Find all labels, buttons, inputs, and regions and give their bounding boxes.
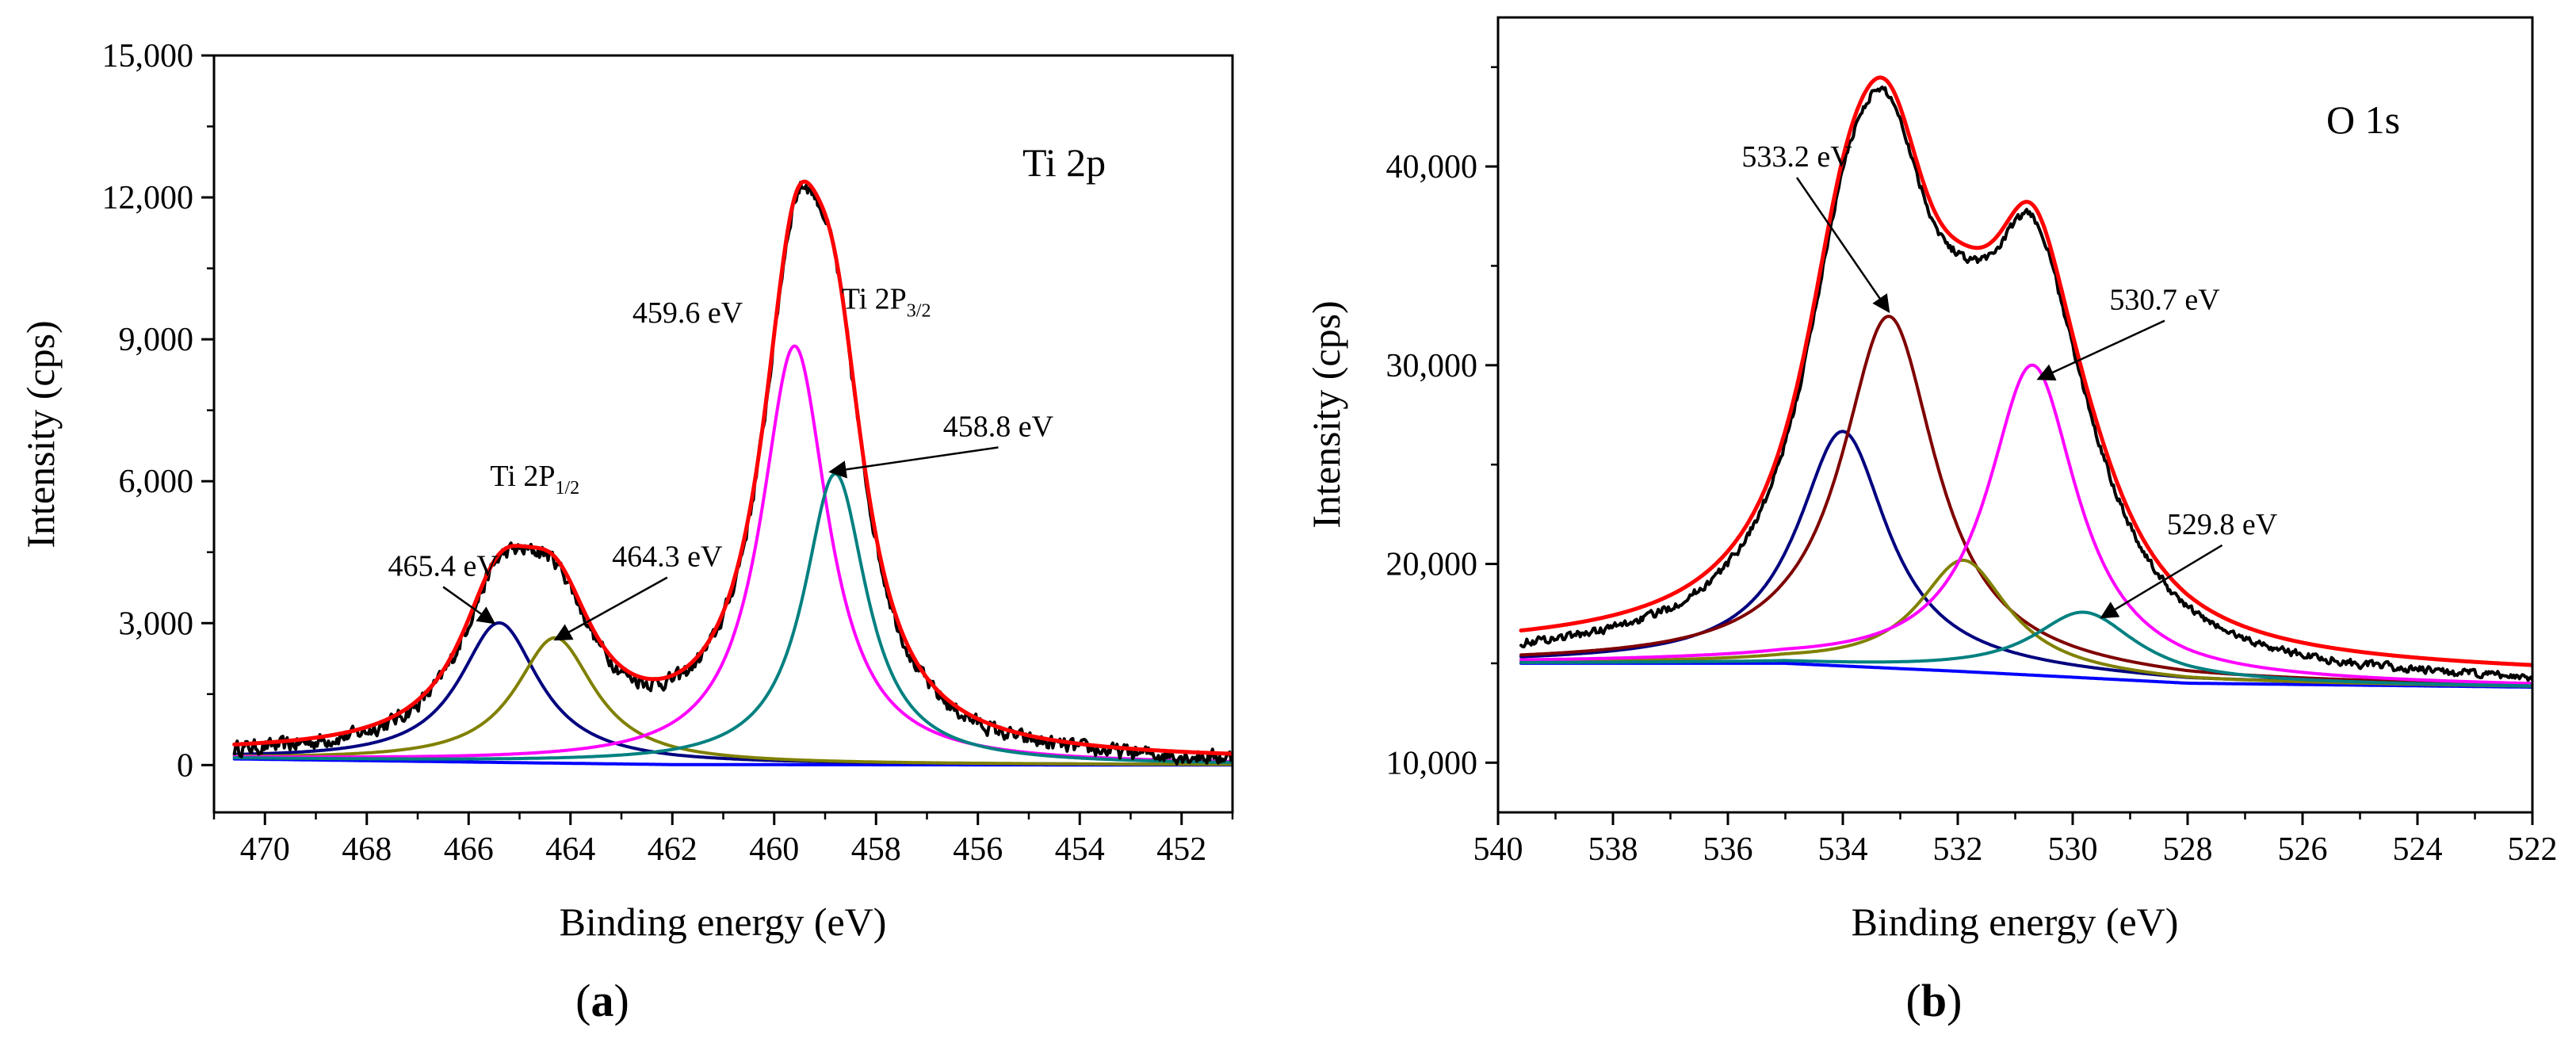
fit-envelope <box>232 179 1233 756</box>
x-tick-label: 522 <box>2508 831 2558 868</box>
annotation-arrow <box>442 586 496 625</box>
y-tick-label: 0 <box>177 747 193 784</box>
x-tick-label: 452 <box>1156 831 1206 868</box>
panel-b-plot-frame <box>1496 16 2534 814</box>
panel-a-curves <box>232 179 1233 767</box>
x-tick-label: 454 <box>1055 831 1105 868</box>
annotation-arrow <box>1795 177 1890 313</box>
x-tick-label: 466 <box>444 831 494 868</box>
x-tick-label: 468 <box>342 831 392 868</box>
panel-b-curves <box>1519 75 2532 689</box>
panel-a-plot-frame <box>212 54 1234 814</box>
peak-annotation: 458.8 eV <box>943 410 1054 443</box>
x-tick-label: 536 <box>1703 831 1753 868</box>
x-tick-label: 530 <box>2048 831 2098 868</box>
y-tick-label: 12,000 <box>102 180 194 216</box>
panel-a-x-axis: 470 468 466 464 462 460 458 456 454 452 <box>212 812 1234 868</box>
panel-b-caption: (b) <box>1906 975 1963 1026</box>
annotation-arrow <box>828 446 999 479</box>
x-tick-label: 460 <box>749 831 799 868</box>
panel-a-title: Ti 2p <box>1022 140 1106 185</box>
x-tick-label: 458 <box>851 831 901 868</box>
experimental-spectrum <box>1519 85 2532 682</box>
y-tick-label: 3,000 <box>119 606 194 642</box>
fit-component-533.2 <box>1519 315 2532 686</box>
panel-a-x-axis-label: Binding energy (eV) <box>560 900 887 944</box>
panel-b-letter: b <box>1921 975 1947 1026</box>
peak-annotation: 533.2 eV <box>1741 140 1852 174</box>
x-tick-label: 528 <box>2163 831 2213 868</box>
fit-component-529.8 <box>1519 610 2532 688</box>
x-tick-label: 470 <box>240 831 290 868</box>
chart-panel-b: 540 538 536 534 532 530 528 526 524 522 10,000 20,… <box>1304 16 2558 1026</box>
fit-component-459.6 <box>232 344 1233 763</box>
peak-annotation: 459.6 eV <box>633 296 743 330</box>
x-tick-label: 464 <box>545 831 595 868</box>
x-tick-label: 534 <box>1818 831 1868 868</box>
fit-component-534 <box>1519 430 2532 688</box>
peak-annotation: 530.7 eV <box>2109 284 2220 317</box>
chart-panel-a: 470 468 466 464 462 460 458 456 454 452 0 3,000 6,0… <box>18 38 1234 1026</box>
peak-annotation: 465.4 eV <box>388 550 499 583</box>
panel-a-letter: a <box>591 975 614 1026</box>
fit-component-530.7 <box>1519 363 2532 686</box>
peak-group-label: Ti 2P1/2 <box>490 460 579 499</box>
panel-b-x-axis: 540 538 536 534 532 530 528 526 524 522 <box>1473 812 2558 868</box>
panel-b-x-axis-label: Binding energy (eV) <box>1852 900 2179 944</box>
panel-b-annotations: 533.2 eV 530.7 eV 529.8 eV <box>1741 140 2278 619</box>
annotation-arrow <box>2100 544 2223 619</box>
panel-b-y-axis: 10,000 20,000 30,000 40,000 <box>1386 66 1498 781</box>
fit-envelope <box>1519 75 2532 667</box>
panel-a-annotations: 465.4 eV 464.3 eV 459.6 eV 458.8 eV Ti 2P1/2… <box>388 282 1054 641</box>
panel-a-y-axis-label: Intensity (cps) <box>18 320 63 548</box>
fit-component-464.3 <box>232 636 1233 766</box>
panel-a-y-axis: 0 3,000 6,000 9,000 12,000 15,000 <box>102 38 214 784</box>
panel-a-caption: (a) <box>575 975 629 1026</box>
y-tick-label: 6,000 <box>119 464 194 500</box>
y-tick-label: 15,000 <box>102 38 194 74</box>
panel-b-title: O 1s <box>2326 97 2400 142</box>
y-tick-label: 9,000 <box>119 322 194 358</box>
peak-annotation: 464.3 eV <box>612 541 723 574</box>
x-tick-label: 526 <box>2278 831 2328 868</box>
fit-component-458.8 <box>232 472 1233 764</box>
peak-group-label: Ti 2P3/2 <box>842 282 931 321</box>
peak-annotation: 529.8 eV <box>2167 508 2278 541</box>
x-tick-label: 540 <box>1473 831 1523 868</box>
y-tick-label: 40,000 <box>1386 149 1478 185</box>
y-tick-label: 30,000 <box>1386 348 1478 384</box>
annotation-arrow <box>2036 319 2165 381</box>
x-tick-label: 462 <box>648 831 698 868</box>
x-tick-label: 524 <box>2393 831 2443 868</box>
annotation-arrow <box>553 576 668 641</box>
y-tick-label: 20,000 <box>1386 547 1478 583</box>
y-tick-label: 10,000 <box>1386 745 1478 781</box>
x-tick-label: 538 <box>1588 831 1638 868</box>
experimental-spectrum <box>232 181 1233 766</box>
x-tick-label: 532 <box>1933 831 1983 868</box>
x-tick-label: 456 <box>953 831 1003 868</box>
panel-b-y-axis-label: Intensity (cps) <box>1304 300 1348 528</box>
